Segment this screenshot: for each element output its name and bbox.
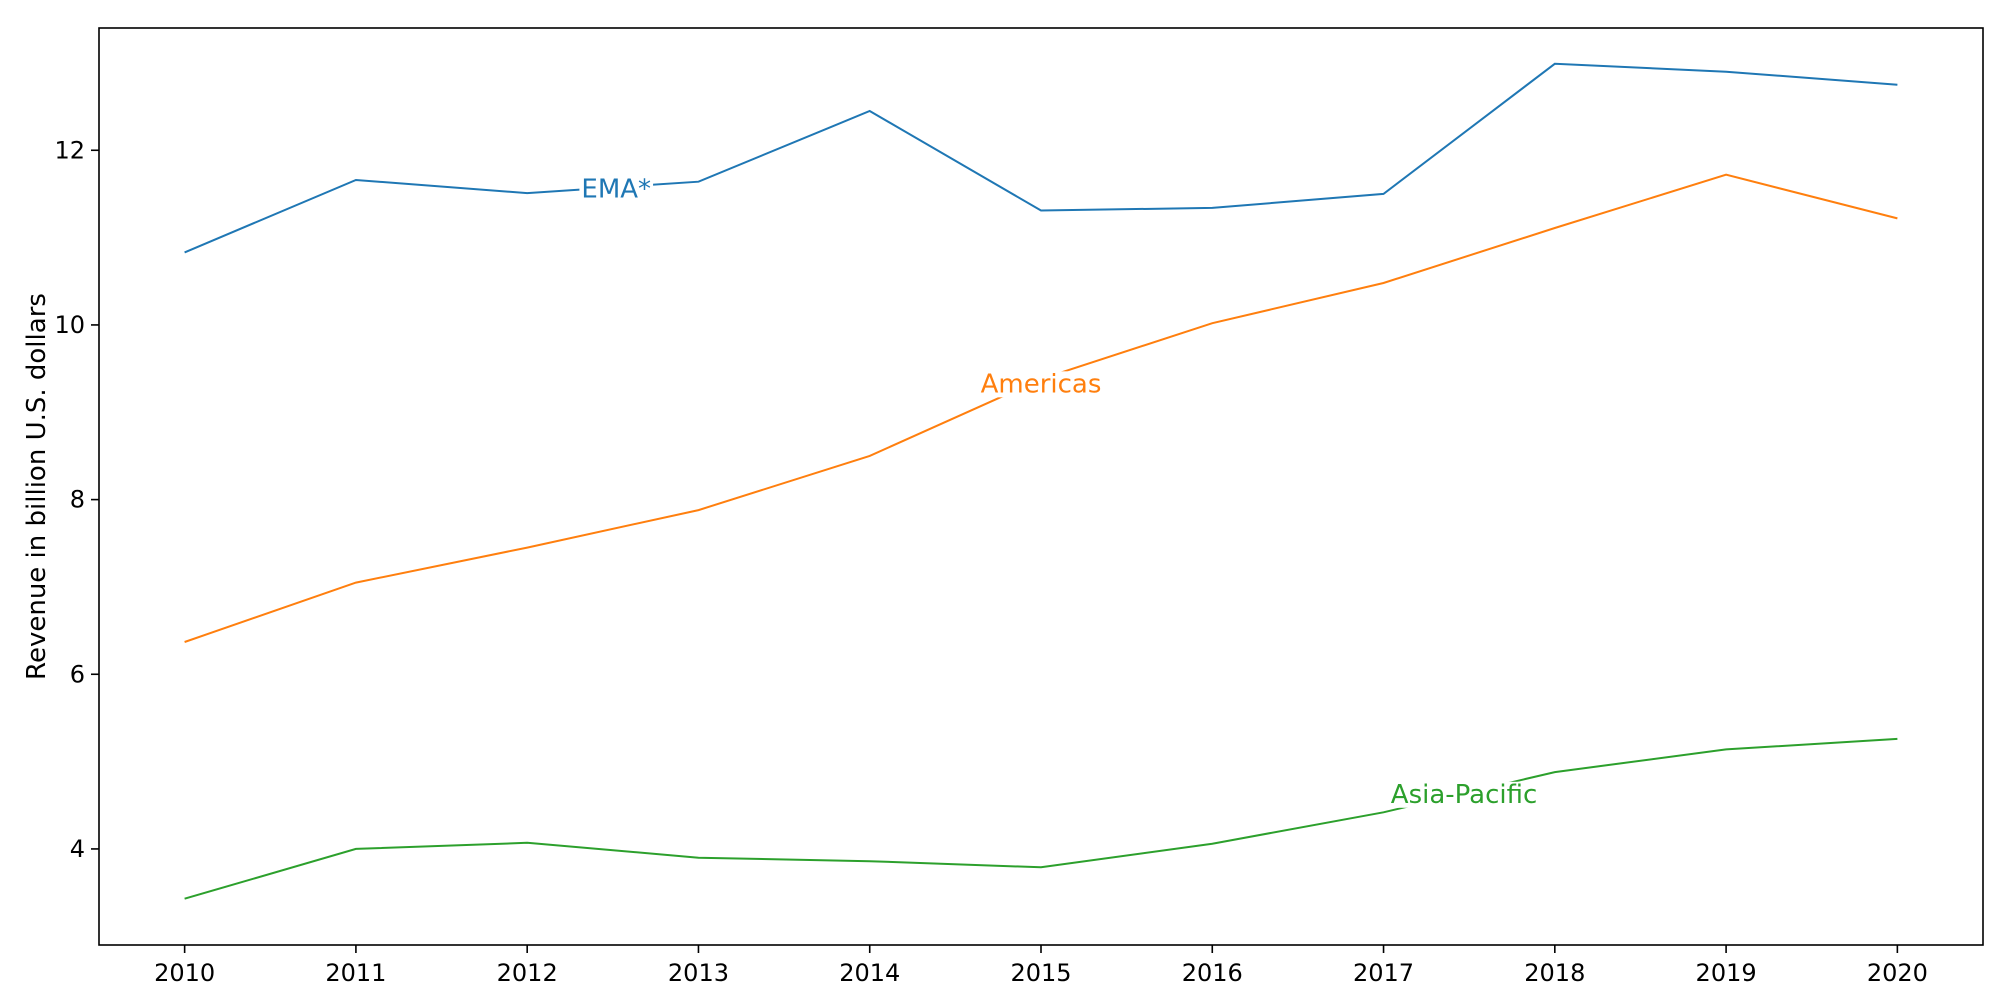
y-axis-label: Revenue in billion U.S. dollars [22, 293, 52, 680]
x-tick-label: 2019 [1696, 959, 1757, 987]
series-label: Asia-Pacific [1391, 780, 1538, 810]
x-tick-label: 2018 [1524, 959, 1585, 987]
series-label-background [978, 371, 1104, 398]
x-tick-label: 2015 [1010, 959, 1071, 987]
x-tick-label: 2012 [497, 959, 558, 987]
y-tick-label: 12 [54, 136, 85, 164]
x-tick-label: 2011 [325, 959, 386, 987]
series-label: Americas [981, 369, 1102, 399]
series-label-background [1388, 781, 1540, 808]
series-labels: EMA* Americas Asia-Pacific [579, 175, 1540, 810]
x-tick-label: 2017 [1353, 959, 1414, 987]
series-label-background [579, 176, 654, 203]
x-axis: 2010 2011 2012 2013 2014 2015 2016 2017 2018 2019… [154, 945, 1928, 987]
x-tick-label: 2014 [839, 959, 900, 987]
y-tick-label: 4 [70, 835, 85, 863]
x-tick-label: 2016 [1182, 959, 1243, 987]
x-tick-label: 2010 [154, 959, 215, 987]
y-tick-label: 8 [70, 486, 85, 514]
series-label: EMA* [581, 175, 651, 205]
y-axis: 4 6 8 10 12 [54, 136, 99, 863]
x-tick-label: 2013 [668, 959, 729, 987]
x-tick-label: 2020 [1867, 959, 1928, 987]
y-tick-label: 10 [54, 311, 85, 339]
y-tick-label: 6 [70, 660, 85, 688]
plot-frame [98, 27, 1984, 946]
